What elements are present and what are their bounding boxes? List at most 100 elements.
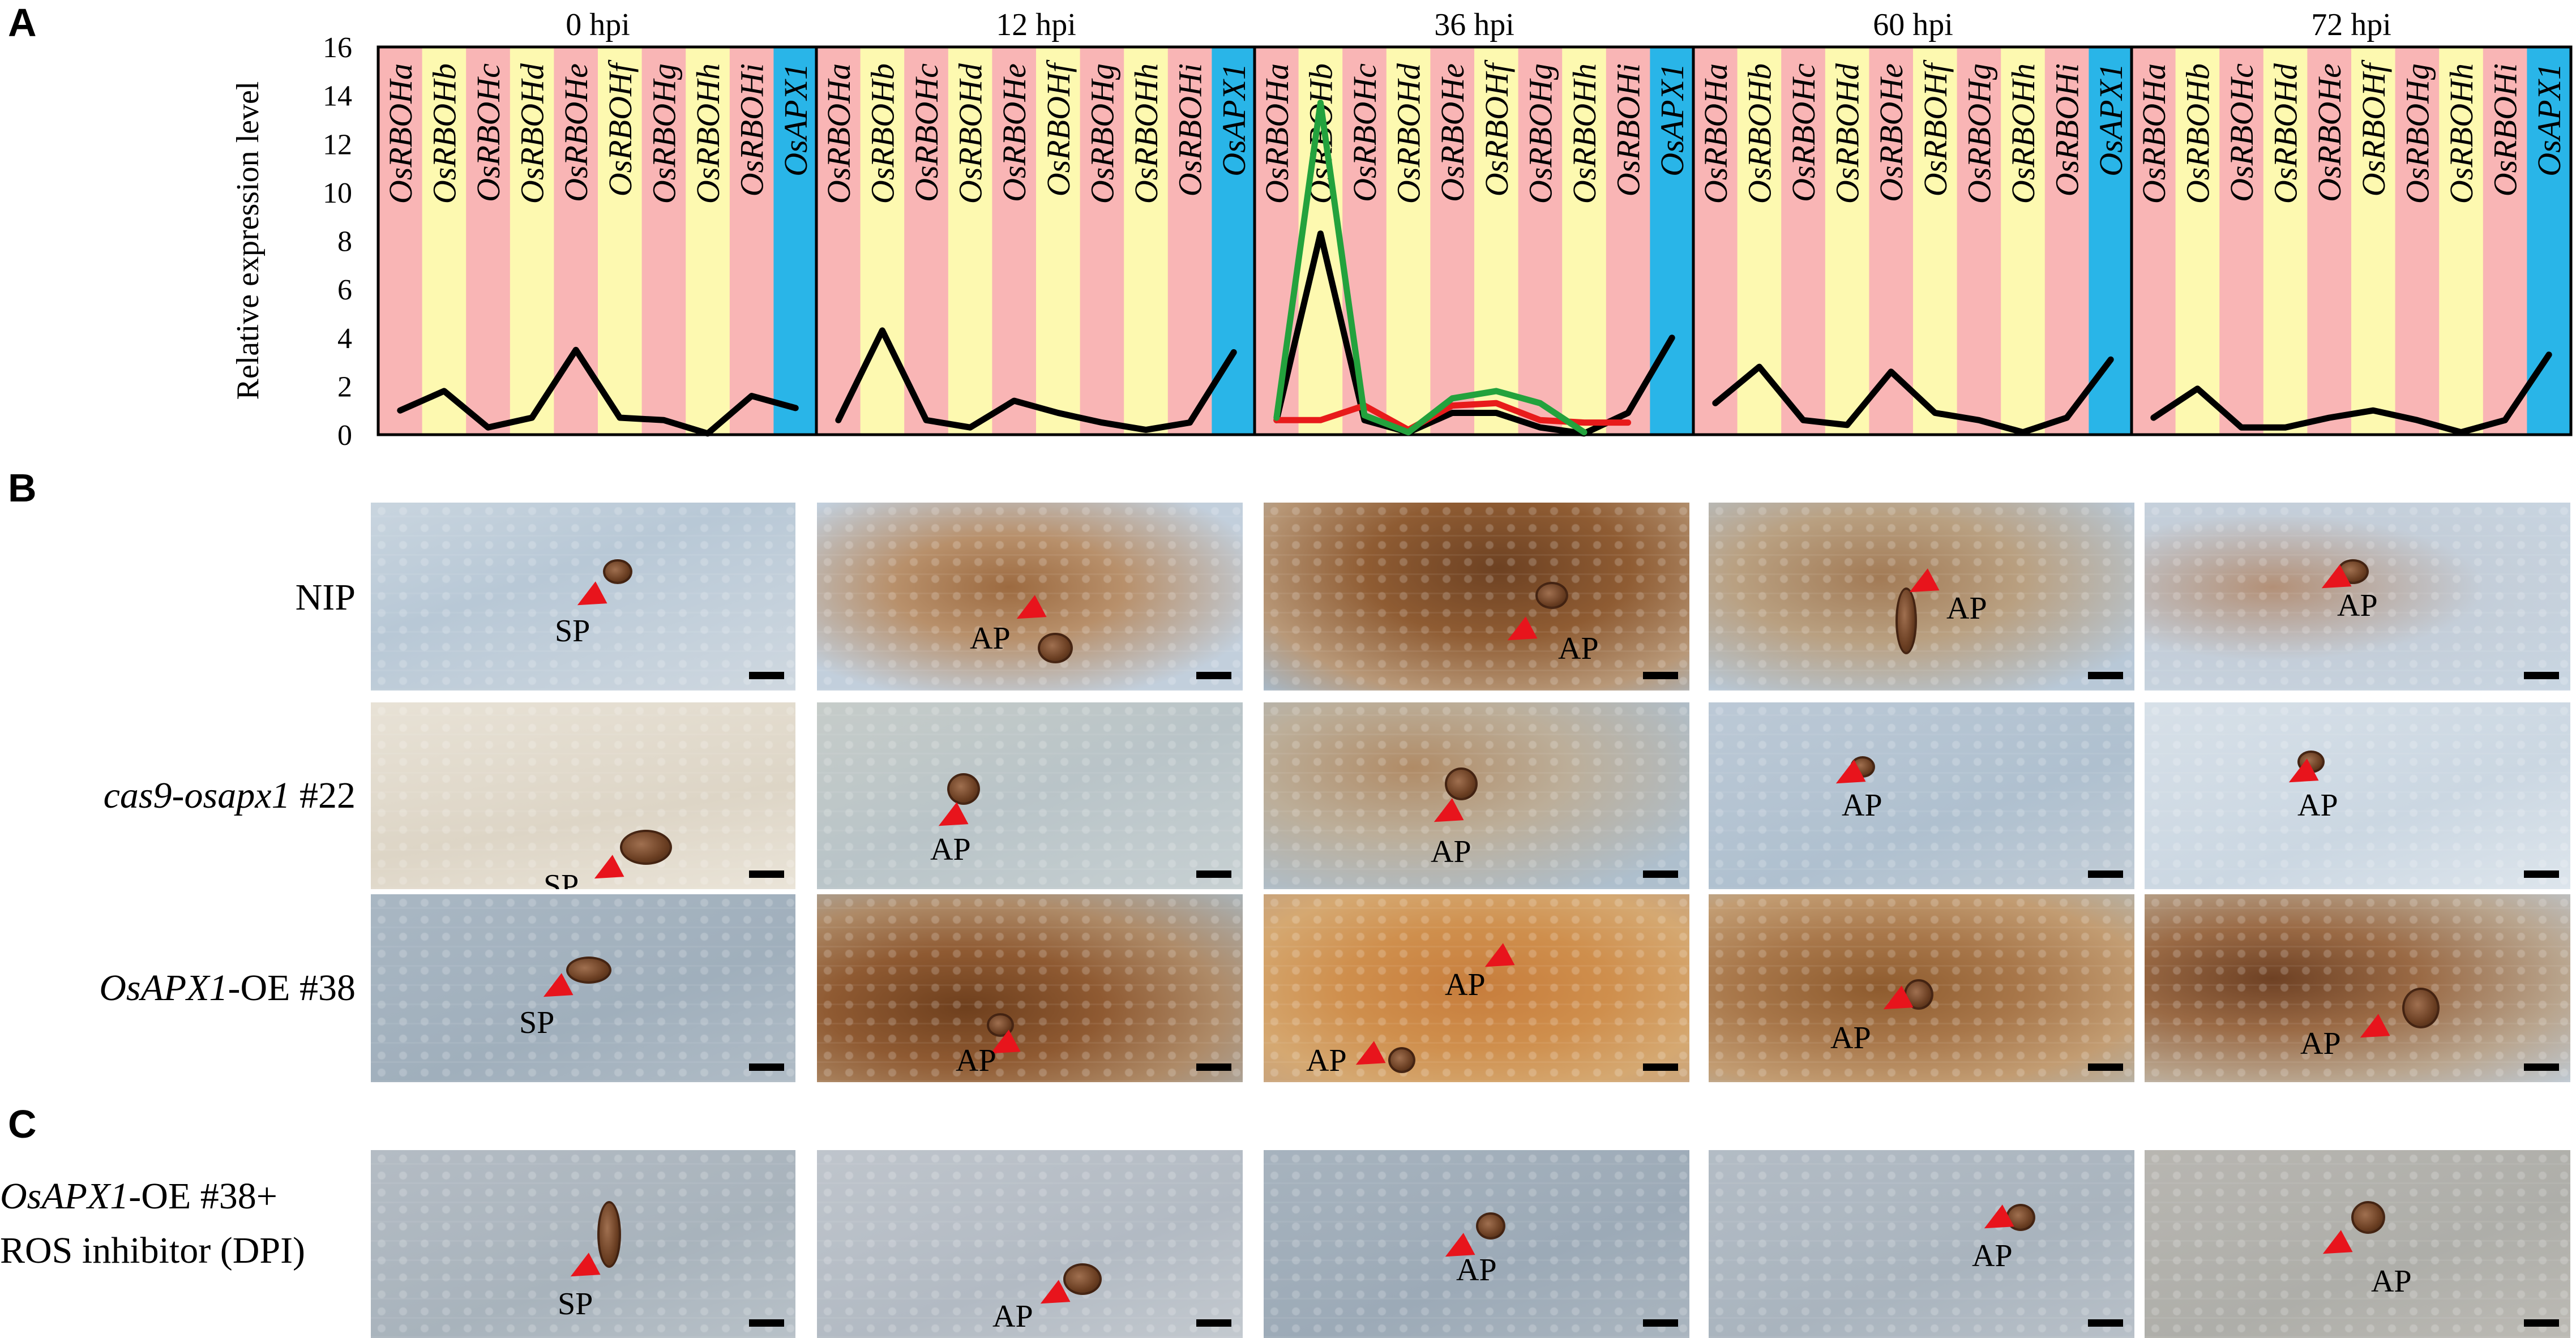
gene-label: OsRBOHd (514, 63, 551, 204)
cell-texture (817, 894, 1243, 1082)
structure-label: AP (1946, 591, 1987, 626)
cell-texture (371, 702, 795, 889)
spore-cell (1388, 1047, 1415, 1073)
expression-series-line (2150, 351, 2552, 436)
oe-line-number: -OE #38 (228, 967, 356, 1009)
y-tick-label: 6 (337, 274, 352, 306)
gene-band (2263, 47, 2308, 435)
gene-band (598, 47, 643, 435)
gene-band (422, 47, 467, 435)
spore-cell (1904, 979, 1933, 1010)
scale-bar (2088, 672, 2123, 679)
gene-label: OsRBOHe (2311, 63, 2348, 202)
cell-texture (1264, 1150, 1689, 1338)
gene-band (1781, 47, 1826, 435)
gene-label: OsRBOHe (996, 63, 1033, 202)
cell-texture (2145, 1150, 2570, 1338)
y-tick-label: 8 (337, 226, 352, 258)
micrograph-nip-2: AP (1264, 503, 1689, 691)
scale-bar (749, 1319, 784, 1327)
spore-cell (1850, 756, 1875, 778)
panel-letter-c: C (8, 1102, 37, 1146)
expression-series-line (1273, 100, 1587, 436)
scale-bar (1643, 870, 1678, 878)
gene-band (1080, 47, 1124, 435)
gene-band (2132, 47, 2176, 435)
row-label-oe: OsAPX1-OE #38 (99, 967, 356, 1010)
panel-letter-a: A (8, 1, 37, 45)
spore-cell (987, 1013, 1014, 1037)
structure-label: AP (2337, 588, 2378, 623)
structure-label: AP (930, 832, 971, 867)
scale-bar (2088, 1063, 2123, 1071)
scale-bar (1643, 1063, 1678, 1071)
gene-band (466, 47, 511, 435)
dpi-line-number: -OE #38+ (129, 1176, 277, 1217)
gene-label: OsRBOHf (1917, 59, 1954, 196)
gene-label: OsAPX1 (2093, 63, 2129, 177)
gene-band (2527, 47, 2571, 435)
cell-texture (1709, 503, 2134, 691)
gene-label: OsRBOHc (1785, 63, 1822, 202)
micrograph-dpi-2: AP (1264, 1150, 1689, 1338)
cell-texture (1709, 702, 2134, 889)
gene-label: OsRBOHi (1610, 63, 1647, 196)
micrograph-oe-3: AP (1709, 894, 2134, 1082)
gene-label: OsRBOHb (426, 63, 463, 204)
gene-label: OsRBOHh (1128, 63, 1165, 204)
gene-band (1957, 47, 2001, 435)
scale-bar (1196, 1319, 1231, 1327)
gene-label: OsRBOHi (2049, 63, 2086, 196)
gene-label: OsAPX1 (1654, 63, 1691, 177)
cell-texture (371, 1150, 795, 1338)
gene-band (992, 47, 1037, 435)
micrograph-nip-4: AP (2145, 503, 2570, 691)
structure-label: AP (1972, 1238, 2013, 1273)
spore-cell (1038, 633, 1073, 663)
gene-label: OsRBOHh (2005, 63, 2042, 204)
micrograph-dpi-4: AP (2145, 1150, 2570, 1338)
gene-label: OsRBOHg (2399, 63, 2436, 204)
structure-label: SP (555, 614, 590, 649)
gene-label: OsRBOHc (470, 63, 507, 202)
gene-band (1693, 47, 1738, 435)
gene-label: OsRBOHb (1741, 63, 1778, 204)
gene-band (1124, 47, 1169, 435)
gene-label: OsRBOHh (2443, 63, 2480, 204)
gene-label: OsRBOHa (382, 63, 419, 204)
gene-label: OsRBOHh (1566, 63, 1603, 204)
gene-label: OsRBOHg (1084, 63, 1120, 204)
gene-label: OsRBOHi (2487, 63, 2524, 196)
gene-band (729, 47, 774, 435)
gene-label: OsRBOHd (1390, 63, 1427, 204)
gene-label: OsRBOHc (2223, 63, 2260, 202)
gene-label: OsRBOHg (1961, 63, 1997, 204)
structure-label: AP (1830, 1020, 1871, 1056)
gene-label: OsAPX1 (777, 63, 814, 177)
gene-band (2089, 47, 2133, 435)
gene-label: OsRBOHc (1346, 63, 1383, 202)
spore-cell (1535, 582, 1568, 609)
scale-bar (2088, 1319, 2123, 1327)
micrograph-cas9-0: SP (371, 702, 795, 889)
structure-label: SP (544, 868, 579, 889)
cell-texture (1264, 702, 1689, 889)
scale-bar (749, 870, 784, 878)
gene-band (2439, 47, 2484, 435)
spore-cell (620, 830, 672, 865)
structure-label: AP (1842, 788, 1882, 823)
cell-texture (1264, 894, 1689, 1082)
micrograph-nip-0: SP (371, 503, 795, 691)
dpi-gene-name: OsAPX1 (0, 1176, 129, 1217)
scale-bar (749, 1063, 784, 1071)
cell-texture (817, 702, 1243, 889)
gene-label: OsRBOHd (952, 63, 989, 204)
structure-label: AP (2300, 1026, 2341, 1061)
spore-cell (947, 773, 980, 805)
gene-label: OsRBOHe (1434, 63, 1471, 202)
spore-cell (597, 1201, 621, 1268)
micrograph-nip-3: AP (1709, 503, 2134, 691)
cell-texture (817, 1150, 1243, 1338)
gene-band (816, 47, 861, 435)
structure-label: AP (956, 1043, 996, 1078)
